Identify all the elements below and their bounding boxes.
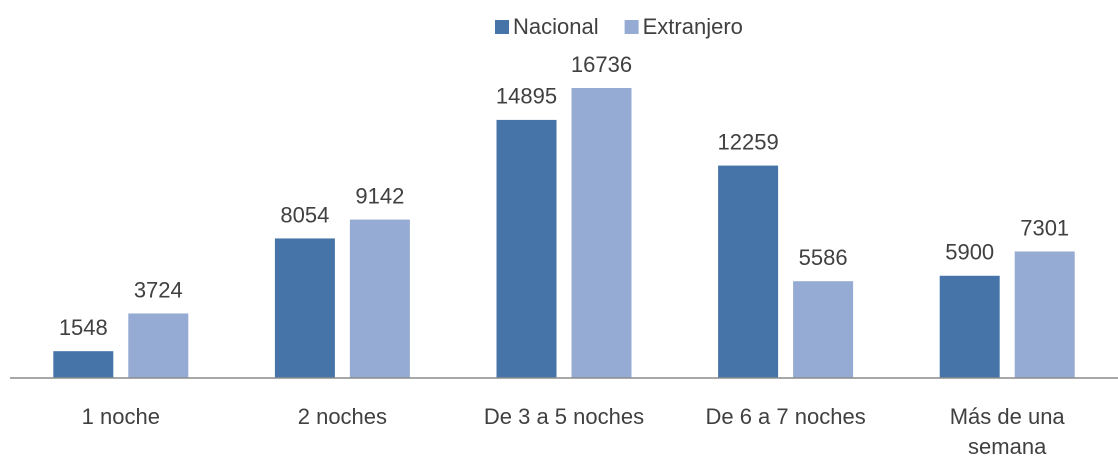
value-label: 5900 bbox=[945, 240, 994, 265]
bar bbox=[718, 165, 779, 378]
legend-label: Extranjero bbox=[643, 14, 743, 39]
value-label: 14895 bbox=[496, 84, 557, 109]
bar bbox=[349, 219, 410, 378]
bar bbox=[53, 351, 114, 378]
value-label: 12259 bbox=[718, 129, 779, 154]
legend-swatch bbox=[495, 20, 509, 34]
bar bbox=[128, 313, 189, 378]
legend-swatch bbox=[624, 20, 639, 34]
x-tick-label: Más de una semana bbox=[949, 404, 1065, 457]
bar bbox=[1014, 251, 1075, 378]
x-tick-label: 1 noche bbox=[81, 404, 160, 429]
bar bbox=[496, 119, 557, 378]
value-label: 9142 bbox=[355, 183, 404, 208]
value-label: 1548 bbox=[59, 315, 108, 340]
x-tick-label: De 6 a 7 noches bbox=[705, 404, 866, 429]
bar bbox=[274, 238, 335, 378]
value-label: 7301 bbox=[1020, 215, 1069, 240]
value-label: 5586 bbox=[799, 245, 848, 270]
x-tick-label: 2 noches bbox=[297, 404, 388, 429]
x-tick-label: De 3 a 5 noches bbox=[483, 404, 645, 429]
legend-label: Nacional bbox=[513, 14, 599, 39]
bar bbox=[939, 275, 1000, 378]
value-label: 16736 bbox=[571, 52, 632, 77]
bar bbox=[571, 88, 632, 378]
bar bbox=[793, 281, 854, 378]
value-label: 8054 bbox=[280, 202, 329, 227]
value-label: 3724 bbox=[134, 277, 183, 302]
